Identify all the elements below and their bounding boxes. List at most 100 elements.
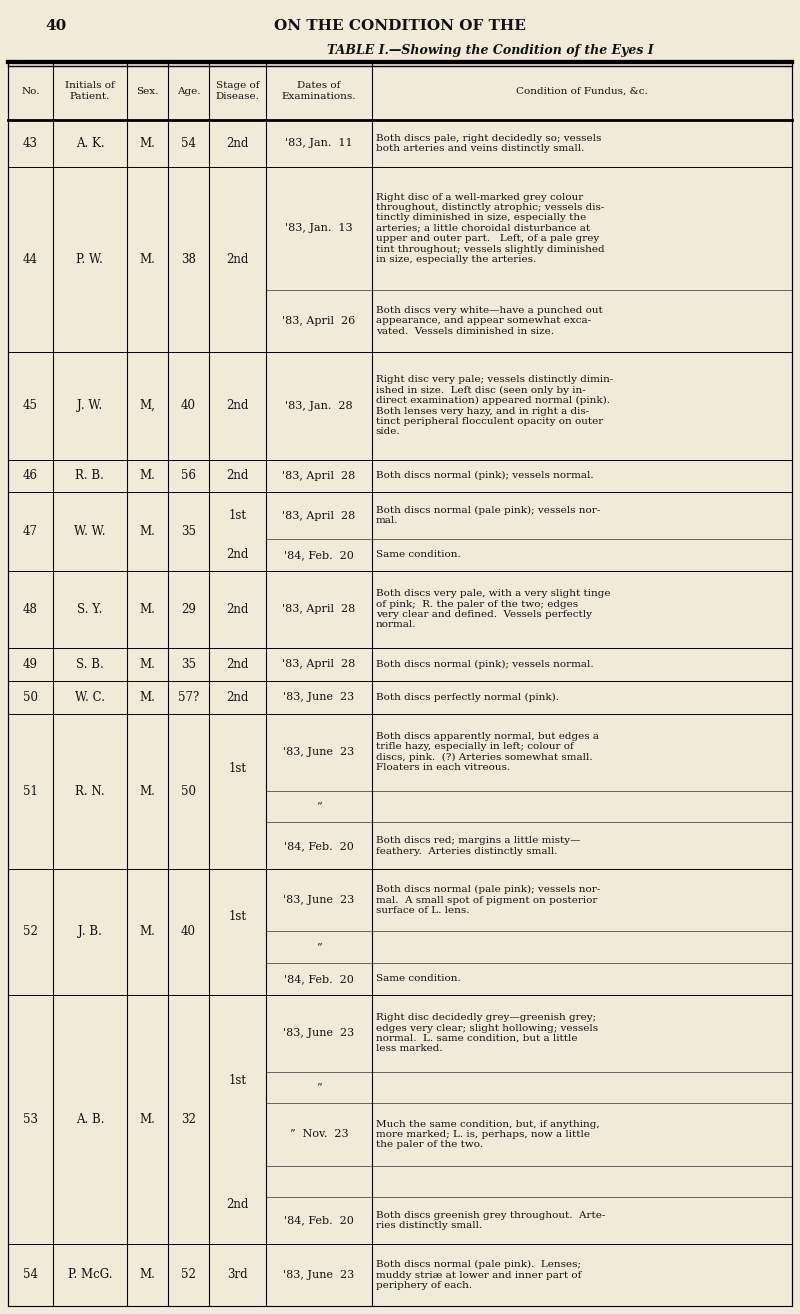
Text: Much the same condition, but, if anything,
more marked; L. is, perhaps, now a li: Much the same condition, but, if anythin… xyxy=(376,1120,599,1150)
Text: M.: M. xyxy=(140,658,155,671)
Text: 46: 46 xyxy=(23,469,38,482)
Text: J. B.: J. B. xyxy=(78,925,102,938)
Text: '83, Jan.  13: '83, Jan. 13 xyxy=(285,223,353,234)
Text: '84, Feb.  20: '84, Feb. 20 xyxy=(284,551,354,560)
Text: 48: 48 xyxy=(23,603,38,616)
Text: 2nd: 2nd xyxy=(226,603,249,616)
Text: 43: 43 xyxy=(23,137,38,150)
Text: R. B.: R. B. xyxy=(75,469,104,482)
Text: W. C.: W. C. xyxy=(75,691,105,704)
Text: R. N.: R. N. xyxy=(75,784,105,798)
Text: 2nd: 2nd xyxy=(226,658,249,671)
Text: 44: 44 xyxy=(23,252,38,265)
Text: Both discs very pale, with a very slight tinge
of pink;  R. the paler of the two: Both discs very pale, with a very slight… xyxy=(376,589,610,629)
Text: W. W.: W. W. xyxy=(74,526,106,537)
Text: '83, April  26: '83, April 26 xyxy=(282,315,355,326)
Text: 2nd: 2nd xyxy=(226,137,249,150)
Text: Right disc decidedly grey—greenish grey;
edges very clear; slight hollowing; ves: Right disc decidedly grey—greenish grey;… xyxy=(376,1013,598,1054)
Text: 32: 32 xyxy=(181,1113,196,1126)
Text: 53: 53 xyxy=(23,1113,38,1126)
Text: M.: M. xyxy=(140,784,155,798)
Text: Both discs normal (pale pink).  Lenses;
muddy striæ at lower and inner part of
p: Both discs normal (pale pink). Lenses; m… xyxy=(376,1260,581,1290)
Text: 35: 35 xyxy=(181,658,196,671)
Text: 2nd: 2nd xyxy=(226,1198,249,1212)
Text: '83, June  23: '83, June 23 xyxy=(283,895,354,905)
Text: Both discs apparently normal, but edges a
trifle hazy, especially in left; colou: Both discs apparently normal, but edges … xyxy=(376,732,598,773)
Text: ”  Nov.  23: ” Nov. 23 xyxy=(290,1130,348,1139)
Text: M.: M. xyxy=(140,252,155,265)
Text: P. W.: P. W. xyxy=(77,252,103,265)
Text: 2nd: 2nd xyxy=(226,691,249,704)
Text: Stage of
Disease.: Stage of Disease. xyxy=(215,81,259,101)
Text: P. McG.: P. McG. xyxy=(68,1268,112,1281)
Text: '83, June  23: '83, June 23 xyxy=(283,748,354,757)
Text: ON THE CONDITION OF THE: ON THE CONDITION OF THE xyxy=(274,18,526,33)
Text: 54: 54 xyxy=(23,1268,38,1281)
Text: 52: 52 xyxy=(181,1268,196,1281)
Text: 40: 40 xyxy=(181,925,196,938)
Text: 2nd: 2nd xyxy=(226,469,249,482)
Text: 3rd: 3rd xyxy=(227,1268,248,1281)
Text: '83, Jan.  11: '83, Jan. 11 xyxy=(285,138,353,148)
Text: Dates of
Examinations.: Dates of Examinations. xyxy=(282,81,356,101)
Text: TABLE I.—Showing the Condition of the Eyes I: TABLE I.—Showing the Condition of the Ey… xyxy=(326,43,654,57)
Text: ”: ” xyxy=(316,942,322,953)
Text: Initials of
Patient.: Initials of Patient. xyxy=(65,81,115,101)
Text: Age.: Age. xyxy=(177,87,200,96)
Text: Right disc of a well-marked grey colour
throughout, distinctly atrophic; vessels: Right disc of a well-marked grey colour … xyxy=(376,193,605,264)
Text: Both discs normal (pink); vessels normal.: Both discs normal (pink); vessels normal… xyxy=(376,660,594,669)
Text: Sex.: Sex. xyxy=(136,87,158,96)
Text: S. Y.: S. Y. xyxy=(78,603,102,616)
Text: S. B.: S. B. xyxy=(76,658,104,671)
Text: No.: No. xyxy=(21,87,39,96)
Text: '83, April  28: '83, April 28 xyxy=(282,511,355,520)
Text: '83, Jan.  28: '83, Jan. 28 xyxy=(285,401,353,411)
Text: '83, April  28: '83, April 28 xyxy=(282,470,355,481)
Text: ”: ” xyxy=(316,1083,322,1093)
Text: 45: 45 xyxy=(23,399,38,413)
Text: '84, Feb.  20: '84, Feb. 20 xyxy=(284,1215,354,1226)
Text: 35: 35 xyxy=(181,526,196,537)
Text: ”: ” xyxy=(316,802,322,812)
Text: Same condition.: Same condition. xyxy=(376,551,461,560)
Text: 49: 49 xyxy=(23,658,38,671)
Text: 51: 51 xyxy=(23,784,38,798)
Text: M,: M, xyxy=(140,399,155,413)
Text: 40: 40 xyxy=(45,18,66,33)
Text: '83, June  23: '83, June 23 xyxy=(283,692,354,702)
Text: 2nd: 2nd xyxy=(226,252,249,265)
Text: 57?: 57? xyxy=(178,691,199,704)
Text: 47: 47 xyxy=(23,526,38,537)
Text: 1st: 1st xyxy=(228,909,246,922)
Text: M.: M. xyxy=(140,603,155,616)
Text: Same condition.: Same condition. xyxy=(376,974,461,983)
Text: 50: 50 xyxy=(181,784,196,798)
Text: 38: 38 xyxy=(181,252,196,265)
Text: 1st: 1st xyxy=(228,510,246,522)
Text: 29: 29 xyxy=(181,603,196,616)
Text: 2nd: 2nd xyxy=(226,548,249,561)
Text: 1st: 1st xyxy=(228,1074,246,1087)
Text: Both discs greenish grey throughout.  Arte-
ries distinctly small.: Both discs greenish grey throughout. Art… xyxy=(376,1210,605,1230)
Text: A. B.: A. B. xyxy=(76,1113,104,1126)
Text: Both discs normal (pale pink); vessels nor-
mal.  A small spot of pigment on pos: Both discs normal (pale pink); vessels n… xyxy=(376,886,600,916)
Text: M.: M. xyxy=(140,691,155,704)
Text: M.: M. xyxy=(140,1268,155,1281)
Text: 52: 52 xyxy=(23,925,38,938)
Text: J. W.: J. W. xyxy=(78,399,102,413)
Text: M.: M. xyxy=(140,137,155,150)
Text: Right disc very pale; vessels distinctly dimin-
ished in size.  Left disc (seen : Right disc very pale; vessels distinctly… xyxy=(376,374,613,436)
Text: 56: 56 xyxy=(181,469,196,482)
Text: 54: 54 xyxy=(181,137,196,150)
Text: 2nd: 2nd xyxy=(226,399,249,413)
Text: Both discs very white—have a punched out
appearance, and appear somewhat exca-
v: Both discs very white—have a punched out… xyxy=(376,306,602,335)
Text: '83, April  28: '83, April 28 xyxy=(282,660,355,669)
Text: '83, June  23: '83, June 23 xyxy=(283,1029,354,1038)
Text: '83, June  23: '83, June 23 xyxy=(283,1269,354,1280)
Text: Both discs pale, right decidedly so; vessels
both arteries and veins distinctly : Both discs pale, right decidedly so; ves… xyxy=(376,134,601,154)
Text: M.: M. xyxy=(140,1113,155,1126)
Text: M.: M. xyxy=(140,526,155,537)
Text: A. K.: A. K. xyxy=(76,137,104,150)
Text: Both discs red; margins a little misty—
feathery.  Arteries distinctly small.: Both discs red; margins a little misty— … xyxy=(376,836,580,855)
Text: Both discs perfectly normal (pink).: Both discs perfectly normal (pink). xyxy=(376,692,558,702)
